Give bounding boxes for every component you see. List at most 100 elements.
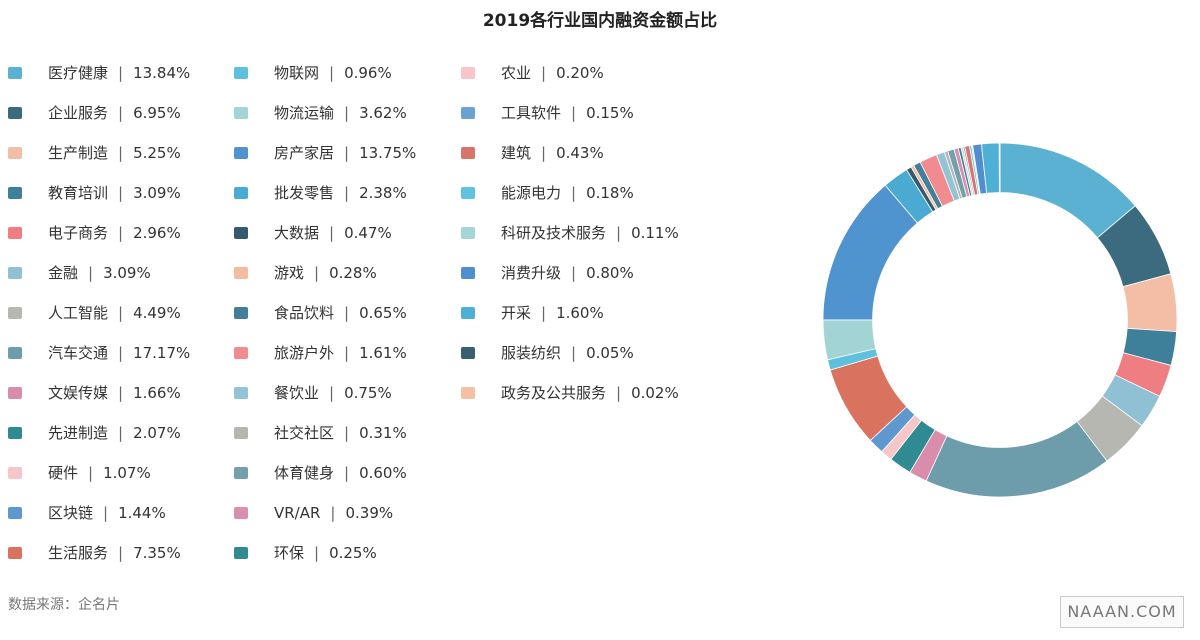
legend-value: 0.11%	[631, 224, 679, 242]
legend-category-name: 政务及公共服务	[501, 384, 607, 402]
legend-separator: |	[616, 384, 622, 402]
legend-category-name: 先进制造	[48, 424, 109, 442]
legend-swatch	[461, 227, 475, 239]
legend-label: 大数据 | 0.47%	[274, 221, 392, 245]
legend-separator: |	[118, 344, 124, 362]
legend-label: 物联网 | 0.96%	[274, 61, 392, 85]
legend-swatch	[461, 107, 475, 119]
legend-category-name: 区块链	[48, 504, 94, 522]
legend-category-name: 金融	[48, 264, 79, 282]
legend-swatch	[234, 227, 248, 239]
legend-label: 物流运输 | 3.62%	[274, 101, 407, 125]
legend-swatch	[8, 467, 22, 479]
legend-label: 游戏 | 0.28%	[274, 261, 377, 285]
legend-category-name: 环保	[274, 544, 305, 562]
legend-swatch	[234, 307, 248, 319]
legend-separator: |	[118, 144, 124, 162]
legend-category-name: 游戏	[274, 264, 305, 282]
legend-category-name: 生产制造	[48, 144, 109, 162]
legend-category-name: 能源电力	[501, 184, 562, 202]
legend-label: 生活服务 | 7.35%	[48, 541, 181, 565]
legend-value: 0.15%	[586, 104, 634, 122]
legend-swatch	[234, 67, 248, 79]
legend-value: 0.60%	[359, 464, 407, 482]
legend-value: 0.39%	[345, 504, 394, 522]
data-source-note: 数据来源：企名片	[8, 597, 120, 613]
legend-separator: |	[118, 64, 124, 82]
legend-separator: |	[88, 464, 94, 482]
legend-value: 3.09%	[133, 184, 181, 202]
legend-category-name: VR/AR	[274, 504, 321, 522]
legend-value: 17.17%	[133, 344, 191, 362]
legend-separator: |	[344, 144, 350, 162]
legend-swatch	[234, 547, 248, 559]
legend-category-name: 体育健身	[274, 464, 335, 482]
legend-swatch	[8, 347, 22, 359]
legend-category-name: 文娱传媒	[48, 384, 109, 402]
legend-separator: |	[103, 504, 109, 522]
legend-swatch	[461, 307, 475, 319]
legend-label: 电子商务 | 2.96%	[48, 221, 181, 245]
legend-separator: |	[329, 384, 335, 402]
legend-value: 0.65%	[359, 304, 407, 322]
legend-value: 2.96%	[133, 224, 181, 242]
legend-value: 0.28%	[329, 264, 377, 282]
legend-separator: |	[616, 224, 622, 242]
legend-swatch	[234, 387, 248, 399]
legend-separator: |	[88, 264, 94, 282]
chart-title: 2019各行业国内融资金额占比	[482, 11, 718, 31]
legend-swatch	[8, 227, 22, 239]
legend-separator: |	[118, 424, 124, 442]
legend-value: 0.18%	[586, 184, 634, 202]
legend-category-name: 社交社区	[274, 424, 335, 442]
legend-label: 企业服务 | 6.95%	[48, 101, 181, 125]
donut-slice	[925, 420, 1108, 498]
legend-value: 0.96%	[344, 64, 392, 82]
legend-label: 医疗健康 | 13.84%	[48, 61, 190, 85]
legend-label: 体育健身 | 0.60%	[274, 461, 407, 485]
legend-value: 13.75%	[359, 144, 417, 162]
legend-swatch	[461, 347, 475, 359]
legend-swatch	[8, 267, 22, 279]
legend-label: 金融 | 3.09%	[48, 261, 151, 285]
legend-separator: |	[329, 64, 335, 82]
legend-value: 7.35%	[133, 544, 181, 562]
legend-label: 批发零售 | 2.38%	[274, 181, 407, 205]
legend-separator: |	[118, 544, 124, 562]
legend-separator: |	[314, 264, 320, 282]
legend-category-name: 批发零售	[274, 184, 335, 202]
legend-swatch	[8, 547, 22, 559]
legend-swatch	[461, 67, 475, 79]
legend-category-name: 开采	[501, 304, 532, 322]
legend-label: 人工智能 | 4.49%	[48, 301, 181, 325]
legend-separator: |	[344, 344, 350, 362]
legend-label: 房产家居 | 13.75%	[274, 141, 416, 165]
legend-separator: |	[344, 424, 350, 442]
legend-label: 先进制造 | 2.07%	[48, 421, 181, 445]
legend-swatch	[234, 187, 248, 199]
legend-label: 农业 | 0.20%	[501, 61, 604, 85]
legend-separator: |	[541, 144, 547, 162]
legend-separator: |	[118, 224, 124, 242]
legend-value: 0.20%	[556, 64, 604, 82]
legend-swatch	[234, 467, 248, 479]
legend-label: 餐饮业 | 0.75%	[274, 381, 392, 405]
legend-label: 政务及公共服务 | 0.02%	[501, 381, 679, 405]
legend-label: 科研及技术服务 | 0.11%	[501, 221, 679, 245]
legend-label: 建筑 | 0.43%	[501, 141, 604, 165]
legend-swatch	[8, 67, 22, 79]
legend-category-name: 硬件	[48, 464, 79, 482]
legend-category-name: 旅游户外	[274, 344, 335, 362]
legend-separator: |	[330, 504, 336, 522]
legend-category-name: 农业	[501, 64, 532, 82]
legend-swatch	[234, 267, 248, 279]
legend-label: 硬件 | 1.07%	[48, 461, 151, 485]
legend-separator: |	[329, 224, 335, 242]
legend-separator: |	[314, 544, 320, 562]
legend-value: 2.38%	[359, 184, 407, 202]
legend-swatch	[8, 147, 22, 159]
legend-swatch	[8, 187, 22, 199]
legend-separator: |	[344, 184, 350, 202]
legend-label: 食品饮料 | 0.65%	[274, 301, 407, 325]
legend-swatch	[461, 387, 475, 399]
